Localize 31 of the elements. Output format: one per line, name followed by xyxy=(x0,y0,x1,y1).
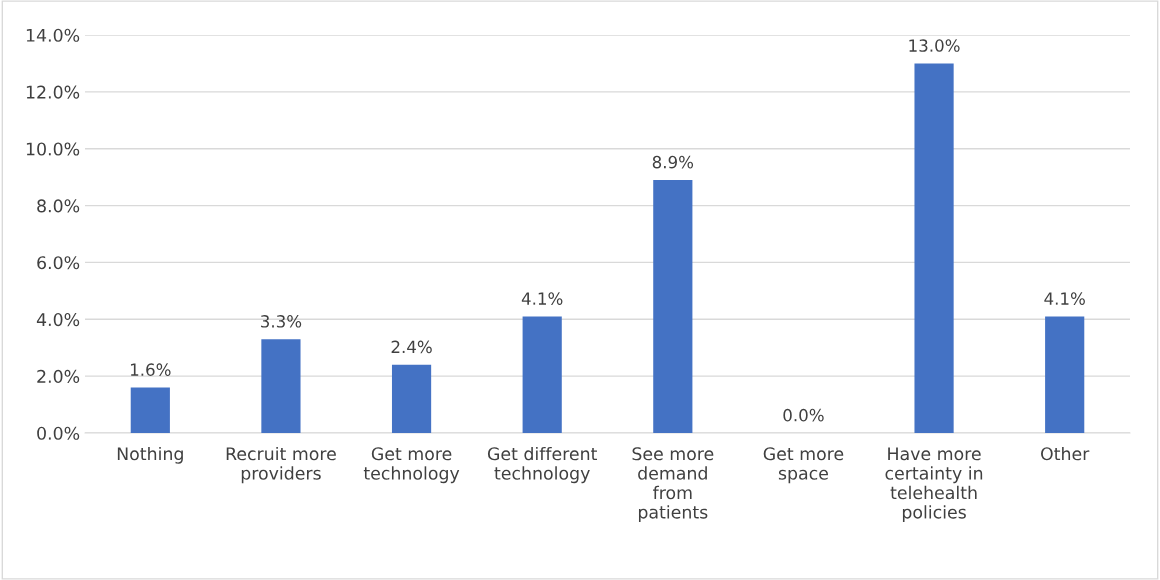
data-label: 13.0% xyxy=(909,39,960,52)
x-tick-label: See more demand from patients xyxy=(632,447,714,523)
data-label: 4.1% xyxy=(521,292,563,305)
bar xyxy=(130,387,170,433)
y-tick-label: 6.0% xyxy=(37,256,80,270)
data-label: 0.0% xyxy=(783,408,824,422)
bar xyxy=(653,179,693,433)
x-tick-label: Get more technology xyxy=(363,447,460,484)
bar xyxy=(391,364,432,433)
data-label: 4.1% xyxy=(1044,292,1085,305)
bar xyxy=(522,316,562,433)
data-label: 8.9% xyxy=(652,155,694,169)
y-tick-label: 10.0% xyxy=(26,142,80,156)
bar xyxy=(261,339,301,433)
x-tick-label: Recruit more providers xyxy=(226,446,336,484)
y-tick-label: 14.0% xyxy=(26,28,80,42)
x-tick-label: Other xyxy=(1041,446,1090,461)
y-tick-label: 2.0% xyxy=(37,369,80,383)
bar xyxy=(1045,316,1085,433)
x-tick-label: Get different technology xyxy=(487,446,597,484)
x-tick-label: Nothing xyxy=(117,446,183,464)
y-tick-label: 0.0% xyxy=(37,426,80,440)
x-tick-label: Get more space xyxy=(763,447,844,484)
y-tick-label: 12.0% xyxy=(26,85,80,99)
bar xyxy=(914,63,954,433)
x-tick-label: Have more certainty in telehealth policies xyxy=(885,447,983,523)
data-label: 3.3% xyxy=(261,315,302,328)
data-label: 1.6% xyxy=(130,363,171,376)
y-tick-label: 8.0% xyxy=(37,199,80,213)
data-label: 2.4% xyxy=(391,340,432,354)
y-tick-label: 4.0% xyxy=(36,313,80,327)
